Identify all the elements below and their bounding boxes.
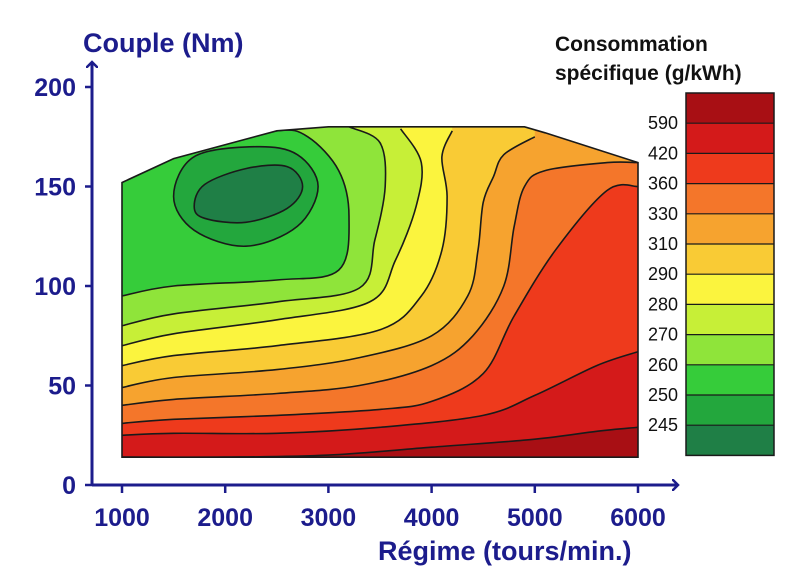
y-tick-label: 100 (34, 273, 76, 301)
x-tick-label: 2000 (197, 504, 253, 532)
colorbar-level-label: 270 (648, 325, 678, 345)
y-tick-label: 200 (34, 74, 76, 102)
colorbar-swatch (686, 334, 774, 366)
colorbar-level-label: 310 (648, 234, 678, 254)
colorbar-level-label: 245 (648, 415, 678, 435)
colorbar-swatch (686, 183, 774, 215)
y-tick-label: 150 (34, 174, 76, 202)
colorbar-level-label: 290 (648, 264, 678, 284)
colorbar-level-label: 420 (648, 143, 678, 163)
x-tick-label: 3000 (301, 504, 357, 532)
axis-ticks: 1000 2000 3000 4000 5000 6000 0 50 100 150 200 (34, 74, 666, 532)
colorbar-swatch (686, 93, 774, 124)
contour-line-270 (122, 126, 387, 327)
x-tick-label: 5000 (507, 504, 563, 532)
contour-line-330 (122, 161, 638, 407)
region-fill-245 (194, 165, 303, 223)
y-axis-title: Couple (Nm) (83, 28, 243, 58)
y-tick-label: 0 (62, 472, 76, 500)
contour-line-290 (122, 130, 453, 367)
contour-line-280 (122, 128, 423, 347)
contour-line-420 (122, 350, 638, 437)
colorbar-swatch (686, 153, 774, 185)
colorbar-swatch (686, 123, 774, 154)
colorbar: 590 420 360 330 310 290 280 270 260 250 245 (648, 92, 775, 457)
y-tick-label: 50 (48, 373, 76, 401)
colorbar-swatch (686, 304, 774, 336)
bsfc-regions (122, 126, 638, 458)
max-torque-outline (121, 126, 639, 458)
colorbar-title-line1: Consommation (555, 33, 708, 56)
colorbar-swatch (686, 364, 774, 396)
x-tick-label: 4000 (404, 504, 460, 532)
colorbar-swatch (686, 274, 774, 305)
colorbar-title-line2: spécifique (g/kWh) (555, 62, 742, 85)
colorbar-level-label: 260 (648, 355, 678, 375)
colorbar-swatch (686, 395, 774, 426)
colorbar-level-label: 360 (648, 174, 678, 194)
colorbar-swatch (686, 213, 774, 245)
colorbar-swatch (686, 244, 774, 275)
contour-line-360 (122, 183, 638, 425)
colorbar-level-label: 250 (648, 385, 678, 405)
contour-line-245 (193, 164, 304, 224)
x-tick-label: 1000 (94, 504, 150, 532)
colorbar-level-label: 330 (648, 204, 678, 224)
colorbar-level-label: 590 (648, 113, 678, 133)
colorbar-level-label: 280 (648, 294, 678, 314)
x-axis-title: Régime (tours/min.) (378, 536, 632, 566)
contour-line-250 (172, 145, 319, 248)
x-tick-label: 6000 (610, 504, 666, 532)
colorbar-swatch (686, 425, 774, 456)
bsfc-contour-lines (122, 126, 638, 458)
contour-line-310 (122, 136, 536, 389)
